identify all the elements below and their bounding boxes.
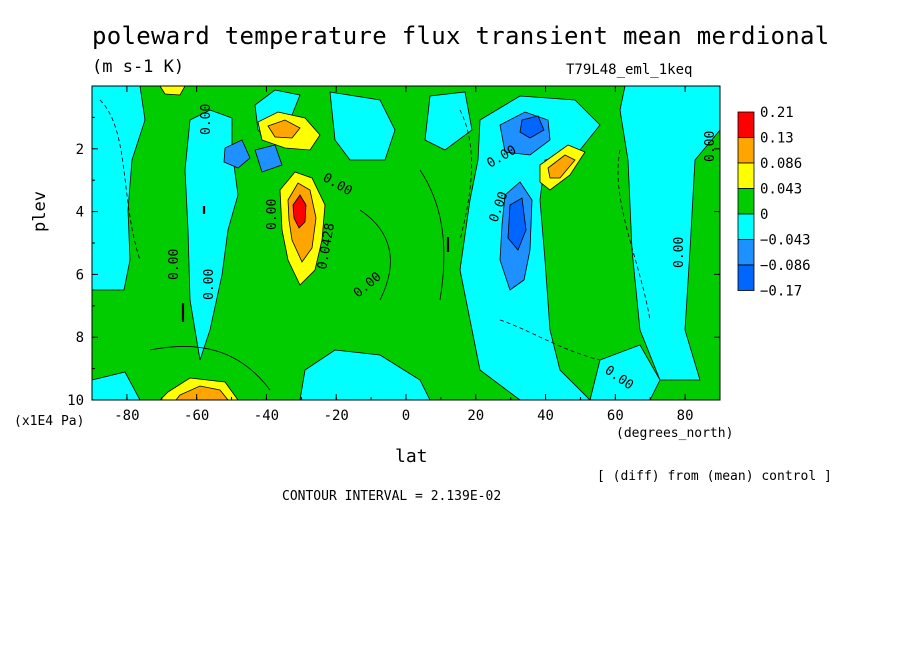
colorbar-label: 0	[760, 207, 768, 223]
colorbar-swatch	[737, 162, 755, 189]
x-tick-label: 20	[467, 408, 484, 424]
colorbar-swatch	[737, 264, 755, 291]
colorbar-label: −0.086	[760, 258, 811, 274]
colorbar-label: 0.13	[760, 131, 794, 147]
colorbar-label: −0.17	[760, 284, 802, 300]
colorbar-swatch	[737, 111, 755, 138]
y-tick-label: 4	[76, 205, 84, 221]
run-label: T79L48_eml_1keq	[566, 62, 693, 78]
y-axis-units: (x1E4 Pa)	[14, 414, 85, 429]
x-tick-label: 40	[537, 408, 554, 424]
x-tick-label: -60	[184, 408, 209, 424]
x-axis-label: lat	[395, 446, 428, 467]
colorbar-label: −0.043	[760, 233, 811, 249]
contour-label: 0.00	[167, 249, 182, 280]
y-tick-label: 2	[76, 142, 84, 158]
diff-note: [ (diff) from (mean) control ]	[597, 469, 832, 484]
colorbar: 0.21 0.13 0.086 0.043 0 −0.043 −0.086 −0.17	[737, 105, 811, 300]
y-tick-label: 10	[67, 393, 84, 409]
contour-label: 0.00	[202, 269, 217, 300]
x-axis-units: (degrees_north)	[616, 426, 734, 441]
y-axis-ticks: 2 4 6 8 10	[67, 116, 720, 409]
y-tick-label: 6	[76, 267, 84, 283]
x-tick-label: 80	[677, 408, 694, 424]
colorbar-swatch	[737, 188, 755, 215]
colorbar-label: 0.21	[760, 105, 794, 121]
x-tick-label: 0	[402, 408, 410, 424]
x-tick-label: 60	[607, 408, 624, 424]
colorbar-label: 0.086	[760, 156, 802, 172]
x-tick-label: -80	[114, 408, 139, 424]
contour-interval: CONTOUR INTERVAL = 2.139E-02	[282, 489, 502, 504]
contour-field	[92, 86, 720, 400]
chart-units: (m s-1 K)	[92, 57, 185, 77]
colorbar-label: 0.043	[760, 182, 802, 198]
colorbar-swatch	[737, 213, 755, 240]
x-tick-label: -20	[324, 408, 349, 424]
x-tick-label: -40	[254, 408, 279, 424]
x-axis-ticks: -80 -60 -40 -20 0 20 40 60 80	[91, 86, 721, 424]
colorbar-swatch	[737, 239, 755, 266]
colorbar-swatch	[737, 137, 755, 164]
chart-title: poleward temperature flux transient mean…	[92, 22, 830, 50]
y-tick-label: 8	[76, 330, 84, 346]
contour-label: 0.00	[199, 104, 214, 135]
contour-label: 0.00	[703, 131, 718, 162]
contour-label: 0.00	[265, 199, 280, 230]
contour-label: 0.00	[672, 237, 687, 268]
